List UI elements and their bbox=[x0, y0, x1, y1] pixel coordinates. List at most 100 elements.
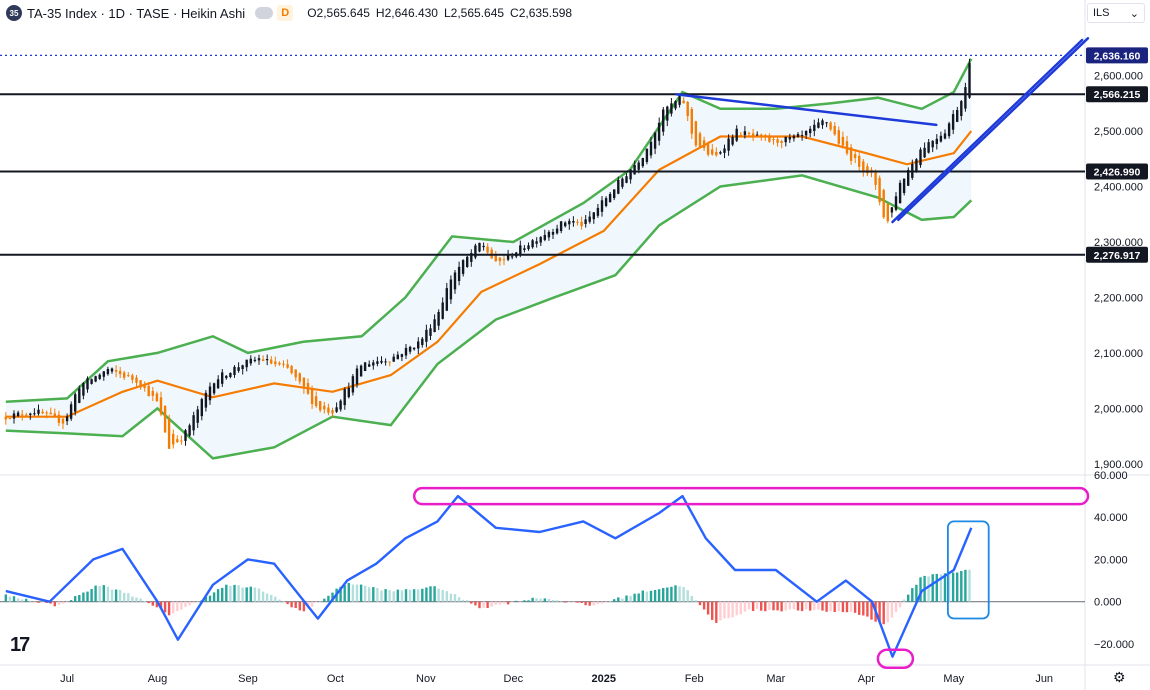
candle-body bbox=[653, 132, 657, 149]
histogram-bar bbox=[155, 601, 159, 608]
histogram-bar bbox=[796, 601, 800, 611]
candle-body bbox=[706, 144, 710, 155]
histogram-bar bbox=[907, 594, 910, 602]
histogram-bar bbox=[253, 587, 257, 602]
candle-body bbox=[241, 365, 244, 369]
histogram-bar bbox=[290, 601, 293, 608]
candle-body bbox=[898, 182, 902, 203]
histogram-bar bbox=[94, 585, 97, 602]
histogram-bar bbox=[319, 601, 322, 603]
histogram-bar bbox=[947, 573, 951, 602]
candle-body bbox=[690, 109, 693, 134]
candle-body bbox=[29, 413, 32, 415]
histogram-bar bbox=[825, 601, 828, 612]
histogram-bar bbox=[127, 593, 130, 602]
candle-body bbox=[188, 425, 191, 436]
level-price-label-bg bbox=[1086, 86, 1148, 103]
highlight-level-box[interactable] bbox=[412, 486, 1090, 506]
candle-body bbox=[65, 416, 69, 422]
trend-line[interactable] bbox=[897, 37, 1090, 222]
histogram-bar bbox=[878, 601, 881, 623]
currency-selector[interactable]: ILS ⌄ bbox=[1087, 3, 1145, 23]
candle-body bbox=[731, 136, 734, 145]
currency-label: ILS bbox=[1093, 7, 1110, 19]
histogram-bar bbox=[584, 601, 587, 606]
histogram-bar bbox=[568, 601, 571, 603]
candle-body bbox=[155, 393, 159, 402]
histogram-bar bbox=[674, 585, 677, 602]
histogram-bar bbox=[968, 569, 971, 602]
histogram-bar bbox=[323, 598, 326, 602]
candle-body bbox=[809, 128, 812, 134]
candle-body bbox=[564, 222, 567, 227]
candle-body bbox=[625, 176, 628, 183]
histogram-bar bbox=[53, 601, 56, 607]
histogram-bar bbox=[919, 577, 922, 602]
histogram-bar bbox=[690, 595, 693, 602]
highlight-box[interactable] bbox=[947, 520, 990, 620]
candle-body bbox=[617, 180, 620, 194]
candle-body bbox=[123, 372, 126, 378]
candle-body bbox=[474, 245, 477, 258]
candle-body bbox=[527, 245, 530, 250]
candle-body bbox=[90, 379, 93, 384]
histogram-bar bbox=[380, 590, 383, 602]
candle-body bbox=[163, 405, 167, 433]
histogram-bar bbox=[637, 593, 640, 602]
candle-body bbox=[306, 383, 310, 394]
histogram-bar bbox=[510, 601, 514, 603]
candle-body bbox=[249, 358, 252, 364]
histogram-bar bbox=[327, 595, 330, 602]
candle-body bbox=[768, 136, 771, 142]
candle-body bbox=[237, 367, 240, 371]
candle-body bbox=[216, 379, 220, 389]
level-price-label-bg bbox=[1086, 163, 1148, 180]
tradingview-logo[interactable]: 17 bbox=[10, 634, 30, 656]
histogram-bar bbox=[604, 601, 608, 603]
price-axis-label: 2,300.000 bbox=[1094, 237, 1143, 249]
candle-body bbox=[147, 385, 150, 397]
chart-title[interactable]: TA-35 Index · 1D · TASE · Heikin Ashi bbox=[27, 5, 246, 21]
histogram-bar bbox=[4, 594, 7, 602]
histogram-bar bbox=[784, 601, 787, 611]
price-axis-label: 2,000.000 bbox=[1094, 403, 1143, 415]
candle-body bbox=[853, 154, 857, 158]
candle-body bbox=[719, 152, 722, 154]
histogram-bar bbox=[564, 601, 567, 603]
candle-body bbox=[355, 368, 359, 385]
histogram-bar bbox=[809, 601, 812, 611]
candle-body bbox=[298, 373, 301, 382]
candle-body bbox=[833, 126, 836, 135]
candle-body bbox=[498, 257, 502, 262]
candle-body bbox=[543, 235, 546, 240]
oscillator-axis-label: 0.000 bbox=[1094, 597, 1122, 609]
histogram-bar bbox=[572, 601, 575, 603]
candle-body bbox=[874, 171, 877, 185]
time-axis-label: Oct bbox=[327, 673, 344, 685]
candle-body bbox=[502, 259, 506, 261]
gear-icon[interactable]: ⚙ bbox=[1113, 669, 1126, 685]
histogram-bar bbox=[751, 601, 755, 611]
data-badge[interactable]: D bbox=[277, 5, 294, 21]
histogram-bar bbox=[613, 599, 616, 602]
candle-body bbox=[568, 220, 571, 225]
highlight-low-marker[interactable] bbox=[876, 648, 915, 669]
ohlc-low: L2,565.645 bbox=[443, 6, 505, 20]
visibility-toggle[interactable] bbox=[255, 7, 274, 19]
histogram-bar bbox=[858, 601, 861, 615]
histogram-bar bbox=[33, 601, 36, 603]
trend-line[interactable] bbox=[891, 38, 1084, 224]
current-price-label: 2,636.160 bbox=[1094, 50, 1141, 62]
symbol-badge[interactable]: 35 bbox=[6, 5, 22, 21]
ohlc-close: C2,635.598 bbox=[510, 6, 573, 20]
histogram-bar bbox=[176, 601, 179, 612]
histogram-bar bbox=[649, 590, 653, 602]
candle-body bbox=[751, 133, 755, 136]
histogram-bar bbox=[739, 601, 742, 615]
candle-body bbox=[98, 374, 101, 379]
candle-body bbox=[927, 142, 930, 153]
histogram-bar bbox=[131, 596, 134, 602]
histogram-bar bbox=[506, 601, 510, 605]
histogram-bar bbox=[257, 588, 261, 602]
trend-line[interactable] bbox=[675, 93, 938, 127]
